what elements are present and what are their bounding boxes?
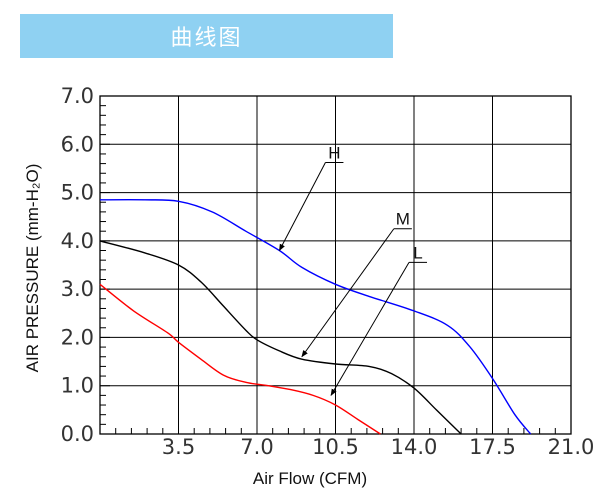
y-tick-label: 5.0	[61, 181, 94, 205]
minor-ticks	[99, 95, 572, 435]
y-axis-title: AIR PRESSURE (mm-H₂O)	[23, 164, 42, 373]
x-tick-label: 3.5	[162, 435, 195, 459]
series-line-l	[99, 283, 381, 435]
x-tick-label: 17.5	[469, 435, 516, 459]
y-tick-label: 1.0	[61, 374, 94, 398]
chart-title-banner: 曲线图	[20, 14, 393, 58]
grid	[99, 95, 572, 435]
y-tick-label: 7.0	[61, 84, 94, 108]
annotation-label-l: L	[413, 243, 422, 262]
y-tick-label: 3.0	[61, 277, 94, 301]
annotation-arrow-l	[330, 262, 410, 396]
y-tick-label: 0.0	[61, 422, 94, 446]
x-axis-title: Air Flow (CFM)	[253, 469, 367, 488]
y-tick-label: 6.0	[61, 132, 94, 156]
x-tick-label: 10.5	[312, 435, 359, 459]
annotations: H ML	[278, 144, 428, 396]
series-line-m	[99, 240, 462, 435]
annotation-label-m: M	[396, 210, 410, 229]
annotation-label-h: H	[328, 144, 340, 163]
x-tick-label: 21.0	[548, 435, 594, 459]
chart-title: 曲线图	[170, 26, 243, 51]
tick-labels: 0.0 1.0 2.0 3.0 4.0 5.0 6.0 7.0 3.5 7.0 10.5 14.0 17…	[61, 84, 594, 459]
series-lines	[99, 199, 532, 435]
x-tick-label: 14.0	[391, 435, 438, 459]
series-line-h	[99, 199, 532, 435]
y-tick-label: 2.0	[61, 325, 94, 349]
annotation-arrow-h	[278, 162, 326, 252]
x-tick-label: 7.0	[240, 435, 273, 459]
annotation-arrow-m	[301, 228, 395, 358]
y-tick-label: 4.0	[61, 229, 94, 253]
